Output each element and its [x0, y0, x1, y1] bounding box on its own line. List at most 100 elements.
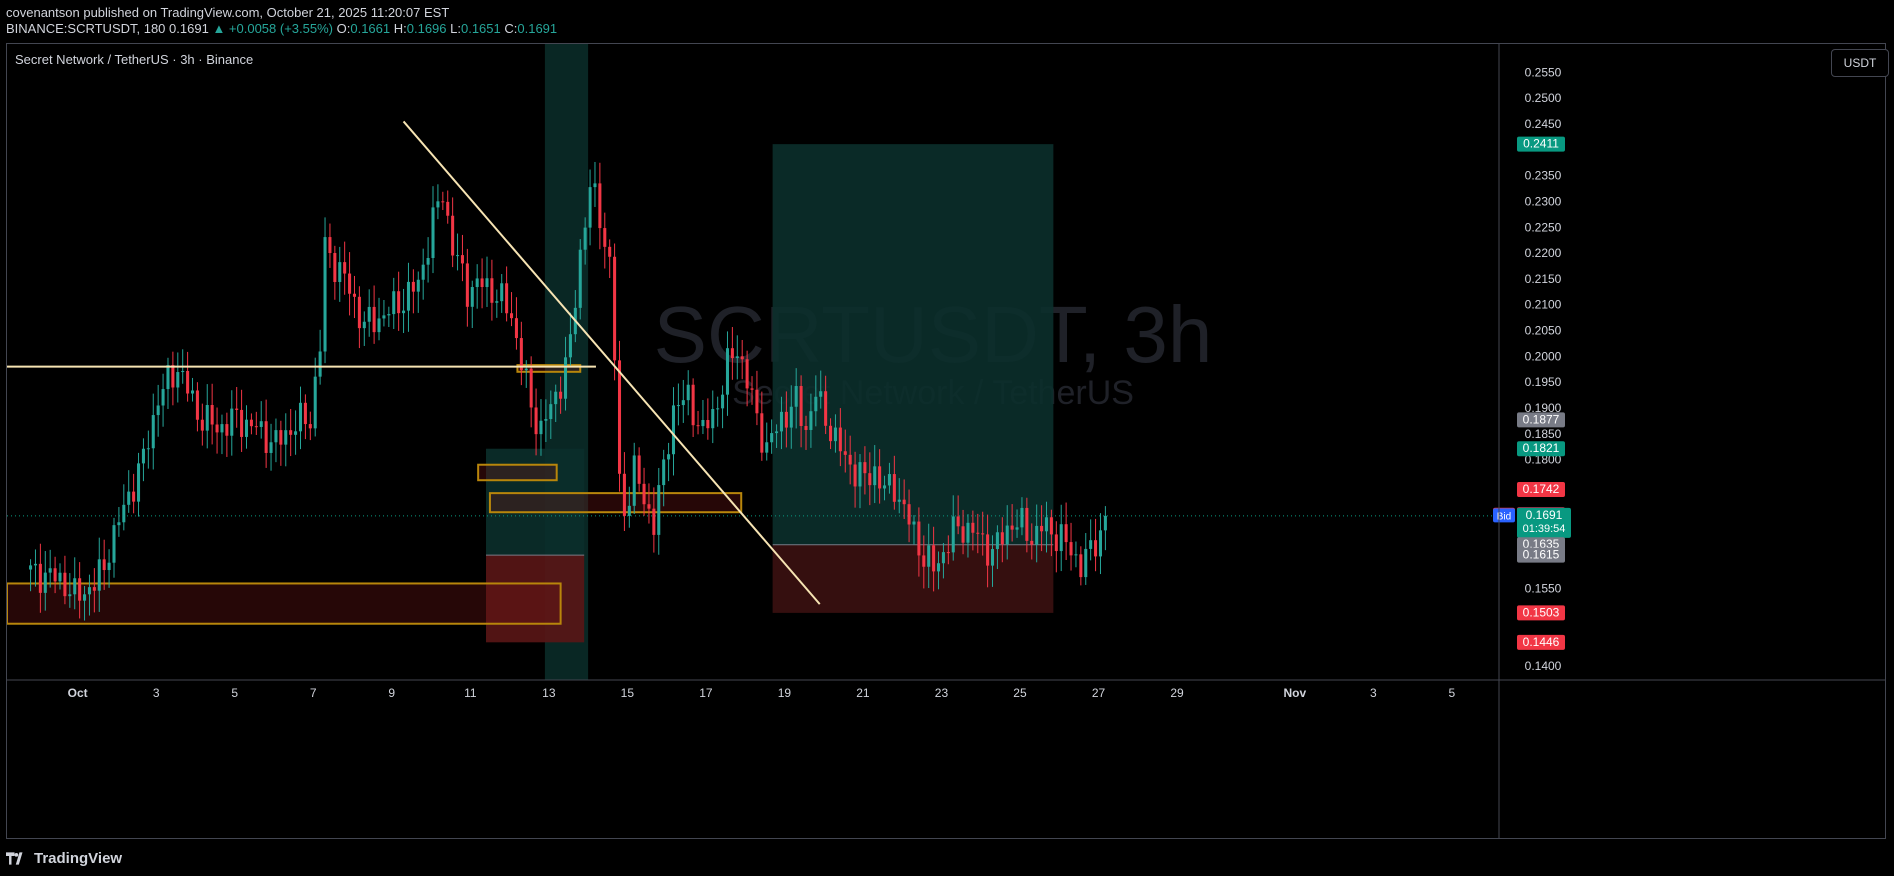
candle-body [883, 485, 887, 489]
candle-body [740, 356, 744, 360]
price-tick-label: 0.2150 [1525, 272, 1562, 286]
candle-body [775, 431, 779, 434]
candle-body [431, 207, 435, 259]
candle-body [78, 578, 82, 601]
candle-body [1079, 554, 1083, 578]
candle-body [382, 315, 386, 319]
candle-body [799, 386, 803, 427]
candle-body [1049, 517, 1053, 535]
price-tick-label: 0.2250 [1525, 220, 1562, 234]
candle-body [843, 451, 847, 455]
candle-body [706, 420, 710, 429]
candle-body [225, 424, 229, 436]
chart-pane[interactable]: SCRTUSDT, 3h Secret Network / TetherUS 0… [6, 43, 1889, 839]
candle-body [608, 246, 612, 257]
candle-body [961, 526, 965, 543]
candle-body [848, 454, 852, 465]
candle-body [1035, 525, 1039, 545]
candle-body [63, 572, 67, 597]
high-value: 0.1696 [406, 21, 447, 36]
pane-title: Secret Network / TetherUS · 3h · Binance [15, 52, 254, 67]
price-label-text: 0.1615 [1523, 548, 1560, 562]
candle-body [1010, 525, 1014, 530]
candle-body [956, 516, 960, 527]
last-price: 0.1691 [169, 21, 209, 36]
candle-body [907, 504, 911, 525]
candle-body [186, 370, 190, 394]
tradingview-logo[interactable]: TradingView [6, 848, 122, 868]
candle-body [1069, 542, 1073, 556]
time-tick-label: 9 [388, 686, 395, 700]
time-tick-label: 13 [542, 686, 556, 700]
price-tick-label: 0.2550 [1525, 65, 1562, 79]
candle-body [240, 409, 244, 437]
price-chart[interactable]: SCRTUSDT, 3h Secret Network / TetherUS 0… [7, 44, 1885, 838]
candle-body [588, 187, 592, 228]
candle-body [436, 201, 440, 208]
price-label-badge [1517, 507, 1571, 538]
candle-body [166, 365, 170, 390]
candle-body [470, 287, 474, 307]
candle-body [804, 426, 808, 430]
candle-body [510, 313, 514, 319]
ask-bid-tag-text: Bid [1497, 511, 1511, 522]
candle-body [352, 293, 357, 297]
candle-body [402, 310, 406, 314]
candle-body [534, 407, 538, 435]
candle-body [981, 533, 985, 535]
candle-body [809, 411, 813, 430]
countdown-label: 01:39:54 [1523, 523, 1566, 535]
candle-body [73, 578, 77, 595]
candle-body [730, 348, 734, 359]
candle-body [298, 402, 303, 432]
candle-body [1030, 540, 1034, 545]
price-label-text: 0.1742 [1523, 482, 1560, 496]
candle-body [696, 425, 700, 427]
candle-body [244, 419, 249, 437]
open-label: O: [336, 21, 351, 36]
candle-body [117, 522, 121, 526]
price-label-text: 0.1877 [1523, 412, 1560, 426]
candle-body [603, 228, 607, 247]
time-tick-label: 5 [1449, 686, 1456, 700]
candle-body [549, 404, 553, 420]
candle-body [1020, 507, 1024, 528]
candle-body [691, 384, 695, 426]
candle-body [721, 394, 725, 409]
price-label-text: 0.1821 [1523, 441, 1560, 455]
candle-body [397, 291, 401, 314]
time-tick-label: 7 [310, 686, 317, 700]
candle-body [161, 389, 165, 406]
supply-demand-zone [516, 364, 582, 373]
candle-body [421, 264, 425, 280]
candle-body [426, 258, 430, 265]
candle-body [137, 463, 141, 502]
candle-body [676, 405, 680, 407]
candle-body [151, 415, 155, 449]
candle-body [323, 237, 327, 352]
candle-body [58, 572, 62, 582]
candle-body [122, 504, 126, 523]
close-label: C: [504, 21, 518, 36]
candle-body [1089, 540, 1093, 549]
long-position-profit-zone [772, 144, 1054, 545]
candle-body [416, 279, 420, 292]
candle-body [887, 474, 891, 486]
price-label-text: 0.2411 [1523, 137, 1559, 151]
supply-demand-zone [477, 463, 558, 482]
candle-body [456, 255, 460, 257]
candle-body [701, 420, 705, 427]
candle-body [132, 491, 136, 502]
candle-body [922, 555, 926, 567]
candle-body [141, 448, 145, 464]
candle-body [819, 391, 823, 397]
candle-body [230, 408, 234, 436]
currency-button[interactable]: USDT [1831, 49, 1889, 77]
candle-body [1098, 530, 1103, 557]
candle-body [446, 201, 450, 216]
supply-demand-zone [488, 492, 743, 514]
candle-body [97, 559, 101, 591]
candle-body [853, 464, 857, 487]
low-label: L: [450, 21, 461, 36]
candle-body [514, 318, 518, 339]
